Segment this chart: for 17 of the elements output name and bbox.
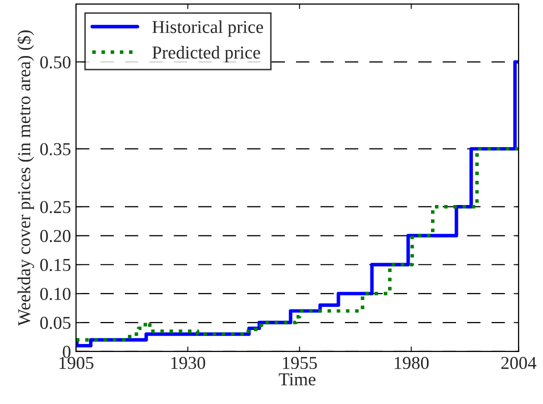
x-tick-label: 2004 [501, 356, 536, 370]
y-tick-label: 0.20 [40, 230, 70, 242]
y-tick-label: 0.25 [40, 200, 70, 214]
y-tick-label: 0 [62, 346, 70, 358]
y-axis-title: Weekday cover prices (in metro area) ($) [17, 30, 34, 326]
x-tick-label: 1930 [171, 356, 206, 370]
x-tick-label: 1980 [394, 356, 429, 370]
y-tick-label: 0.15 [40, 258, 70, 272]
y-tick-label: 0.50 [40, 56, 70, 68]
y-tick-label: 0.35 [40, 143, 70, 156]
y-tick-label: 0.10 [40, 288, 70, 300]
x-tick-label: 1955 [283, 356, 317, 370]
x-tick-label: 1905 [60, 356, 94, 370]
y-tick-label: 0.05 [40, 316, 70, 330]
legend-label: Historical price [152, 20, 264, 37]
legend-label: Predicted price [152, 46, 260, 62]
x-axis-title: Time [278, 373, 316, 386]
